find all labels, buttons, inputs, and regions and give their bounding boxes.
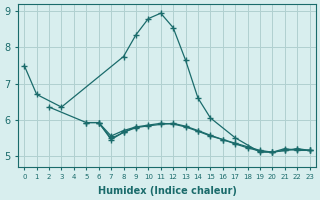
X-axis label: Humidex (Indice chaleur): Humidex (Indice chaleur) [98,186,236,196]
